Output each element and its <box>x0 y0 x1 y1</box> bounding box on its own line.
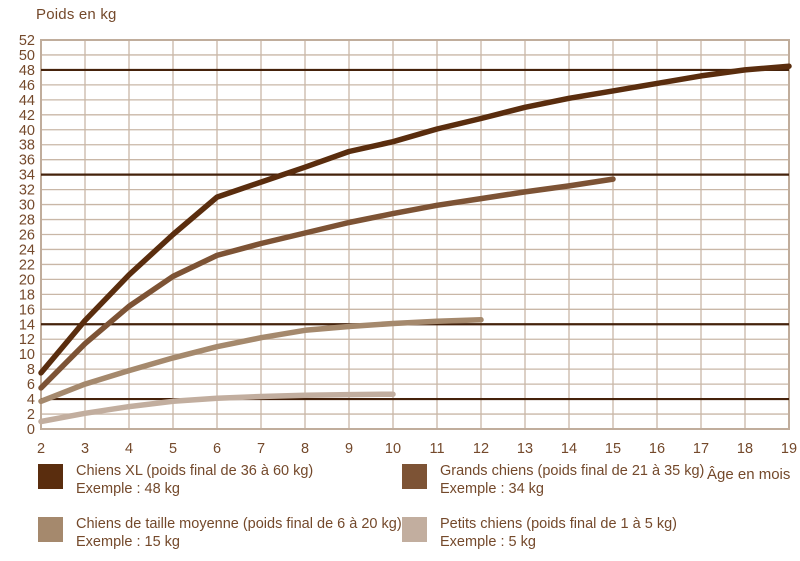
curve-chiens-de-taille-moyenne <box>38 317 484 405</box>
x-tick-label: 9 <box>345 441 353 457</box>
y-tick-label: 22 <box>19 257 35 273</box>
legend-item-chiens-moyens: Chiens de taille moyenne (poids final de… <box>38 515 402 551</box>
legend: Chiens XL (poids final de 36 à 60 kg) Ex… <box>38 462 778 551</box>
legend-swatch-grands-chiens <box>402 464 427 489</box>
y-tick-label: 0 <box>27 422 35 438</box>
x-tick-label: 17 <box>693 441 709 457</box>
x-axis-title: Âge en mois <box>707 466 791 483</box>
y-tick-label: 32 <box>19 183 35 199</box>
curve-grands-chiens <box>38 176 616 391</box>
x-tick-label: 3 <box>81 441 89 457</box>
curve-chiens-xl <box>38 63 792 376</box>
x-tick-label: 16 <box>649 441 665 457</box>
y-tick-label: 18 <box>19 287 35 303</box>
y-tick-label: 30 <box>19 198 35 214</box>
y-axis-title: Poids en kg <box>36 6 117 23</box>
y-tick-label: 16 <box>19 302 35 318</box>
legend-item-grands-chiens: Grands chiens (poids final de 21 à 35 kg… <box>402 462 778 498</box>
y-tick-label: 36 <box>19 153 35 169</box>
y-tick-label: 10 <box>19 347 35 363</box>
x-tick-label: 15 <box>605 441 621 457</box>
y-tick-label: 24 <box>19 242 35 258</box>
legend-item-petits-chiens: Petits chiens (poids final de 1 à 5 kg) … <box>402 515 778 551</box>
y-tick-label: 44 <box>19 93 35 109</box>
x-tick-label: 19 <box>781 441 797 457</box>
y-tick-label: 48 <box>19 63 35 79</box>
y-tick-label: 4 <box>27 392 35 408</box>
x-tick-label: 2 <box>37 441 45 457</box>
legend-swatch-chiens-moyens <box>38 517 63 542</box>
y-tick-label: 20 <box>19 272 35 288</box>
y-tick-label: 50 <box>19 48 35 64</box>
y-tick-label: 52 <box>19 33 35 49</box>
x-tick-label: 7 <box>257 441 265 457</box>
y-tick-label: 28 <box>19 213 35 229</box>
x-tick-label: 18 <box>737 441 753 457</box>
legend-example: Exemple : 15 kg <box>76 534 180 550</box>
x-tick-label: 14 <box>561 441 577 457</box>
y-tick-label: 14 <box>19 317 35 333</box>
plot-border <box>40 39 790 430</box>
x-tick-label: 6 <box>213 441 221 457</box>
x-tick-label: 10 <box>385 441 401 457</box>
legend-label: Grands chiens (poids final de 21 à 35 kg… <box>440 463 705 479</box>
y-tick-label: 26 <box>19 228 35 244</box>
x-tick-label: 8 <box>301 441 309 457</box>
x-tick-label: 4 <box>125 441 133 457</box>
legend-example: Exemple : 48 kg <box>76 481 180 497</box>
legend-item-chiens-xl: Chiens XL (poids final de 36 à 60 kg) Ex… <box>38 462 402 498</box>
y-tick-label: 8 <box>27 362 35 378</box>
legend-label: Chiens de taille moyenne (poids final de… <box>76 516 402 532</box>
legend-example: Exemple : 34 kg <box>440 481 544 497</box>
y-tick-label: 38 <box>19 138 35 154</box>
y-tick-label: 40 <box>19 123 35 139</box>
curve-petits-chiens <box>38 391 396 425</box>
x-tick-label: 11 <box>429 441 444 457</box>
y-tick-label: 34 <box>19 168 35 184</box>
legend-swatch-petits-chiens <box>402 517 427 542</box>
y-tick-label: 46 <box>19 78 35 94</box>
legend-example: Exemple : 5 kg <box>440 534 536 550</box>
y-tick-label: 2 <box>27 407 35 423</box>
growth-chart: 0246810121416182022242628303234363840424… <box>19 33 797 457</box>
x-tick-label: 13 <box>517 441 533 457</box>
x-tick-label: 5 <box>169 441 177 457</box>
x-tick-label: 12 <box>473 441 489 457</box>
y-tick-label: 12 <box>19 332 35 348</box>
legend-label: Petits chiens (poids final de 1 à 5 kg) <box>440 516 677 532</box>
legend-swatch-chiens-xl <box>38 464 63 489</box>
y-tick-label: 6 <box>27 377 35 393</box>
y-tick-label: 42 <box>19 108 35 124</box>
legend-label: Chiens XL (poids final de 36 à 60 kg) <box>76 463 314 479</box>
